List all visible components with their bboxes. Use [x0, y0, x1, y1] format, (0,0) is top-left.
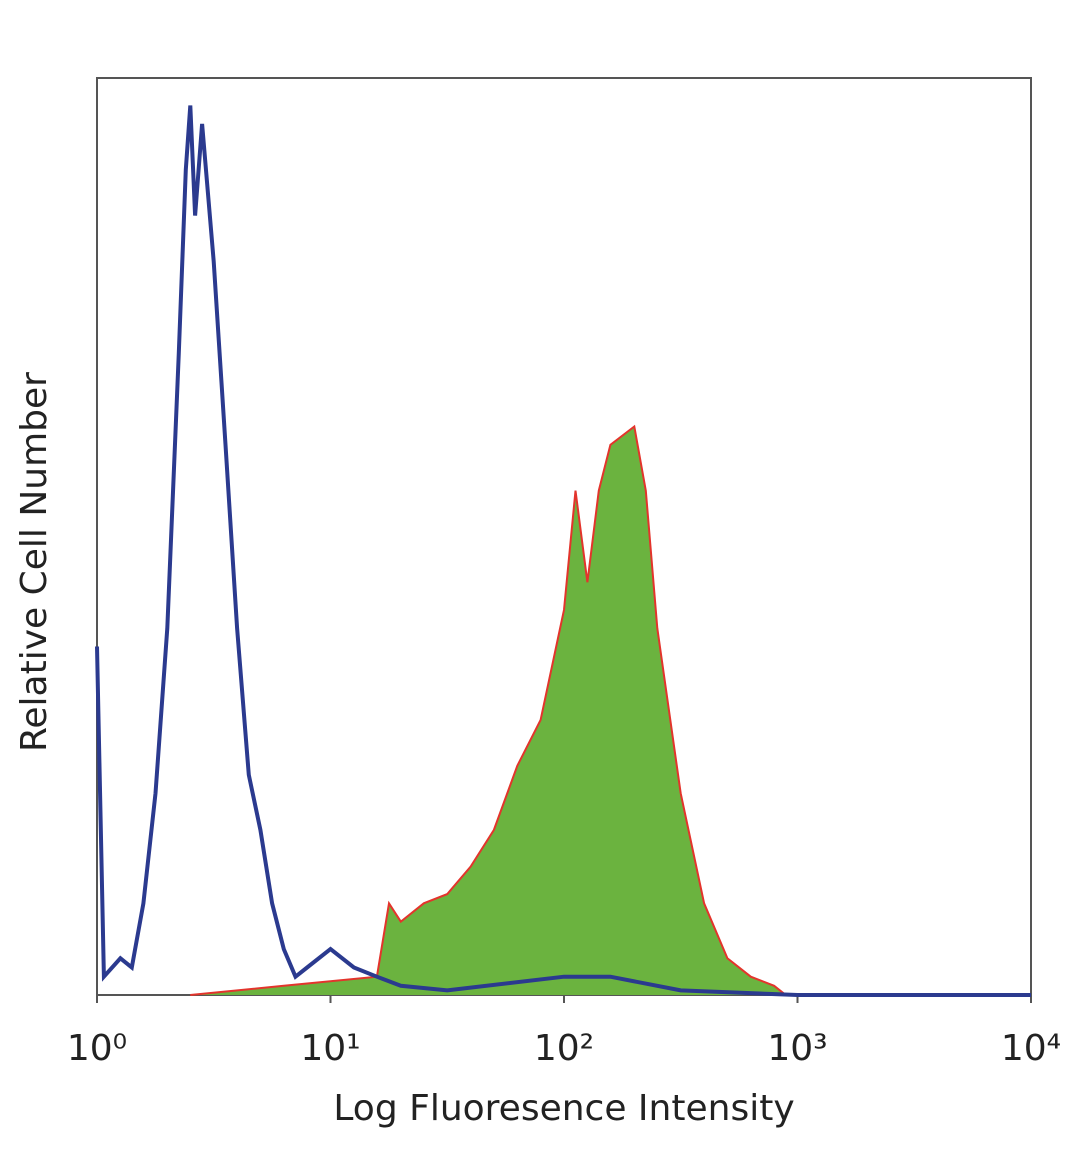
histogram-area [190, 426, 786, 995]
x-tick-label: 10¹ [300, 1028, 360, 1069]
histogram-edge [190, 424, 787, 996]
x-tick-label: 10³ [767, 1028, 827, 1069]
x-tick-label: 10² [534, 1028, 594, 1069]
histogram-line [95, 105, 1031, 997]
y-axis-label: Relative Cell Number [14, 372, 55, 752]
x-tick-label: 10⁰ [67, 1028, 127, 1069]
x-tick-label: 10⁴ [1001, 1028, 1061, 1069]
x-axis-label: Log Fluoresence Intensity [333, 1088, 794, 1129]
